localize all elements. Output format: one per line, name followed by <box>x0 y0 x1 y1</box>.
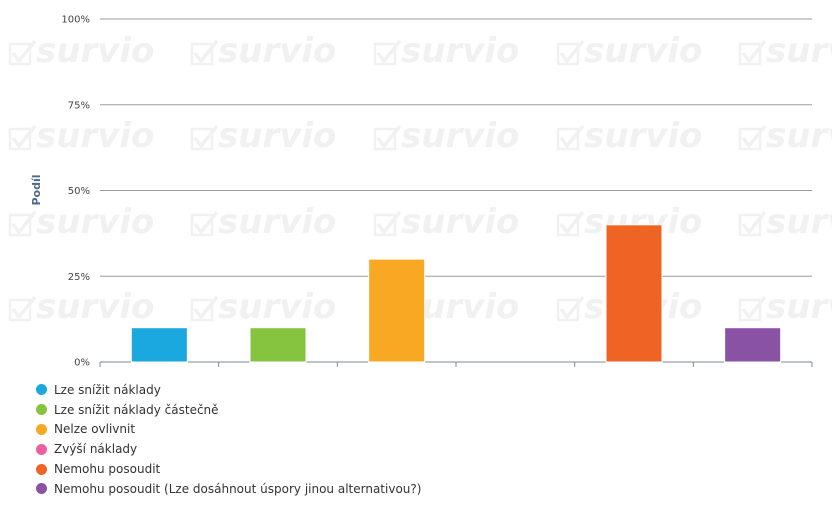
survio-watermark-logo: survio <box>373 116 519 156</box>
svg-text:survio: survio <box>401 31 519 71</box>
legend-label: Zvýší náklady <box>54 442 138 457</box>
legend-item[interactable]: Nelze ovlivnit <box>36 420 816 440</box>
x-axis-ticks <box>99 362 813 367</box>
bar[interactable] <box>368 258 426 363</box>
legend-label: Nemohu posoudit (Lze dosáhnout úspory ji… <box>54 481 422 496</box>
y-axis-title: Podíl <box>30 174 43 205</box>
svg-text:survio: survio <box>766 31 832 71</box>
bar-chart: survio survio survio survio survio survio surv… <box>8 15 832 369</box>
legend-marker <box>36 404 47 416</box>
svg-text:survio: survio <box>218 287 336 327</box>
survio-watermark-logo: survio <box>8 116 154 156</box>
y-tick-label: 50% <box>68 186 90 197</box>
survio-watermark-logo: survio <box>190 202 336 242</box>
svg-text:survio: survio <box>218 116 336 156</box>
watermark-layer: survio survio survio survio survio survio surv… <box>8 31 832 327</box>
legend-label: Nemohu posoudit <box>54 462 161 477</box>
survio-watermark-logo: survio <box>373 31 519 71</box>
svg-text:survio: survio <box>36 116 154 156</box>
y-tick-label: 75% <box>68 100 90 111</box>
y-tick-label: 100% <box>61 15 90 26</box>
survio-watermark-logo: survio <box>556 116 702 156</box>
y-tick-label: 0% <box>74 358 90 369</box>
survio-watermark-logo: survio <box>373 202 519 242</box>
survio-watermark-logo: survio <box>190 116 336 156</box>
svg-text:survio: survio <box>36 287 154 327</box>
survio-watermark-logo: survio <box>738 116 832 156</box>
legend-marker <box>36 483 47 495</box>
svg-text:survio: survio <box>36 31 154 71</box>
legend-marker <box>36 443 47 455</box>
legend-item[interactable]: Nemohu posoudit <box>36 459 816 479</box>
legend-item[interactable]: Nemohu posoudit (Lze dosáhnout úspory ji… <box>36 479 816 499</box>
bar[interactable] <box>130 327 188 363</box>
survio-watermark-logo: survio <box>738 287 832 327</box>
legend-label: Lze snížit náklady <box>54 382 161 397</box>
bars <box>130 224 782 363</box>
legend-marker <box>36 463 47 475</box>
survio-watermark-logo: survio <box>190 31 336 71</box>
legend-marker <box>36 384 47 396</box>
survio-watermark-logo: survio <box>8 31 154 71</box>
survio-watermark-logo: survio <box>8 202 154 242</box>
bar[interactable] <box>249 327 307 363</box>
svg-text:survio: survio <box>218 31 336 71</box>
survio-watermark-logo: survio <box>738 31 832 71</box>
svg-text:survio: survio <box>401 116 519 156</box>
bar[interactable] <box>724 327 782 363</box>
svg-text:survio: survio <box>766 116 832 156</box>
survio-watermark-logo: survio <box>556 31 702 71</box>
chart-legend: Lze snížit náklady Lze snížit náklady čás… <box>36 380 816 499</box>
y-tick-label: 25% <box>68 272 90 283</box>
legend-marker <box>36 423 47 435</box>
legend-item[interactable]: Lze snížit náklady částečně <box>36 400 816 420</box>
svg-text:survio: survio <box>584 116 702 156</box>
survio-watermark-logo: survio <box>8 287 154 327</box>
legend-item[interactable]: Zvýší náklady <box>36 439 816 459</box>
svg-text:survio: survio <box>766 287 832 327</box>
survio-watermark-logo: survio <box>190 287 336 327</box>
svg-text:survio: survio <box>218 202 336 242</box>
bar[interactable] <box>605 224 663 363</box>
svg-text:survio: survio <box>766 202 832 242</box>
legend-label: Nelze ovlivnit <box>54 422 136 437</box>
survio-watermark-logo: survio <box>738 202 832 242</box>
svg-text:survio: survio <box>36 202 154 242</box>
legend-item[interactable]: Lze snížit náklady <box>36 380 816 400</box>
chart-canvas: survio survio survio survio survio survio surv… <box>8 15 832 369</box>
svg-text:survio: survio <box>584 31 702 71</box>
legend-label: Lze snížit náklady částečně <box>54 402 219 417</box>
y-axis-ticks: 0% 25% 50% 75% 100% <box>61 15 90 369</box>
svg-text:survio: survio <box>401 202 519 242</box>
